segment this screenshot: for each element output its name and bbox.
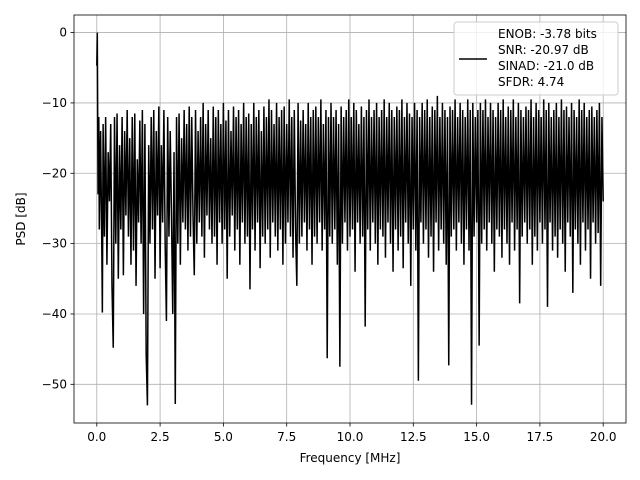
x-tick-label: 0.0 (87, 430, 106, 444)
legend-line-2: SNR: -20.97 dB (498, 43, 589, 57)
legend-line-1: ENOB: -3.78 bits (498, 27, 597, 41)
y-axis-label: PSD [dB] (14, 192, 28, 245)
y-tick-label: 0 (59, 26, 67, 40)
x-tick-label: 20.0 (590, 430, 617, 444)
y-tick-label: −50 (42, 377, 67, 391)
x-axis-label: Frequency [MHz] (300, 451, 401, 465)
legend-line-4: SFDR: 4.74 (498, 75, 564, 89)
legend-box (453, 21, 619, 96)
y-tick-label: −40 (42, 307, 67, 321)
legend-line-3: SINAD: -21.0 dB (498, 59, 594, 73)
x-tick-label: 17.5 (527, 430, 554, 444)
y-tick-label: −30 (42, 237, 67, 251)
psd-series-line (96, 32, 604, 406)
x-tick-label: 5.0 (214, 430, 233, 444)
y-tick-label: −10 (42, 96, 67, 110)
x-tick-label: 2.5 (151, 430, 170, 444)
legend: ENOB: -3.78 bits SNR: -20.97 dB SINAD: -… (453, 21, 619, 96)
y-tick-label: −20 (42, 166, 67, 180)
x-axis-ticks: 0.0 2.5 5.0 7.5 10.0 12.5 15.0 17.5 20.0 (87, 423, 617, 444)
x-tick-label: 10.0 (337, 430, 364, 444)
x-tick-label: 12.5 (400, 430, 427, 444)
plot-area (96, 32, 604, 406)
y-axis-ticks: 0 −10 −20 −30 −40 −50 (42, 26, 74, 391)
x-tick-label: 15.0 (463, 430, 490, 444)
x-tick-label: 7.5 (277, 430, 296, 444)
